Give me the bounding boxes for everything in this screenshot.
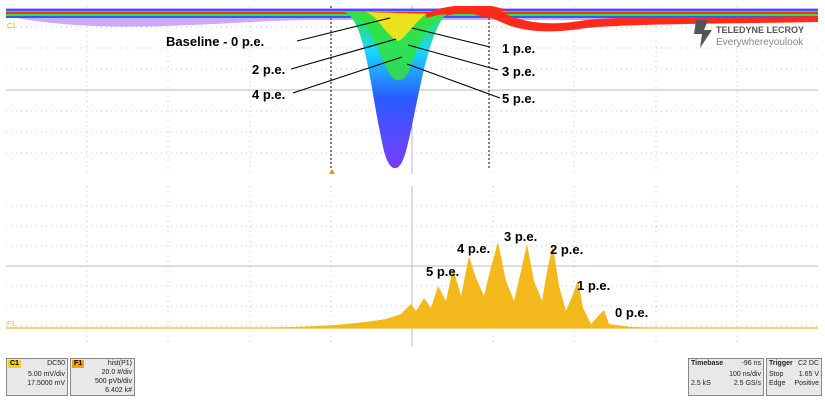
timebase-samples: 2.5 kS	[691, 380, 711, 387]
f1-vdiv: 500 pVb/div	[95, 378, 132, 385]
trigger-title: Trigger	[769, 360, 793, 367]
histogram-display[interactable]: F1 0 p.e. 1 p.e. 2 p.e. 3 p.e. 4 p.e. 5 …	[6, 186, 818, 346]
function-f1-descriptor[interactable]: F1 hist(P1) 20.0 #/div 500 pVb/div 6.402…	[70, 358, 135, 396]
f1-source: hist(P1)	[107, 360, 132, 367]
trigger-mode: Stop	[769, 371, 784, 378]
histogram-fill	[236, 242, 666, 328]
baseline-band-red	[6, 12, 818, 14]
hist-label-3pe: 3 p.e.	[504, 229, 537, 244]
teledyne-logo: TELEDYNE LECROY Everywhereyoulook	[694, 20, 804, 48]
trigger-type: Edge	[769, 380, 786, 387]
f1-tag: F1	[72, 360, 85, 368]
c1-coupling: DC50	[47, 360, 65, 367]
timebase-rate: 2.5 GS/s	[733, 380, 761, 387]
pulse-envelope	[344, 12, 446, 169]
logo-icon	[694, 20, 712, 48]
channel-c1-descriptor[interactable]: C1 DC50 5.00 mV/div 17.5000 mV	[6, 358, 68, 396]
c1-tag: C1	[8, 360, 21, 368]
timebase-delay: -96 ns	[741, 360, 761, 367]
pulse-core-green	[351, 12, 444, 81]
hist-label-5pe: 5 p.e.	[426, 264, 459, 279]
c1-vdiv: 5.00 mV/div	[28, 371, 65, 378]
waveform-display[interactable]: C1 Baseline - 0 p.e. 1 p.e. 2 p.e. 3 p.e…	[6, 6, 818, 174]
annotation-2pe: 2 p.e.	[252, 62, 285, 77]
c1-offset: 17.5000 mV	[27, 380, 65, 387]
c1-marker: C1	[7, 23, 16, 30]
timebase-tdiv: 100 ns/div	[729, 371, 761, 378]
annotation-5pe: 5 p.e.	[502, 91, 535, 106]
logo-tagline: Everywhereyoulook	[716, 37, 804, 48]
trigger-descriptor[interactable]: Trigger C2 DC Stop 1.65 V Edge Positive	[766, 358, 822, 396]
overshoot-peak	[446, 6, 506, 18]
hist-label-0pe: 0 p.e.	[615, 305, 648, 320]
annotation-1pe: 1 p.e.	[502, 41, 535, 56]
f1-marker: F1	[7, 321, 15, 328]
f1-hdiv: 20.0 #/div	[101, 369, 132, 376]
timebase-title: Timebase	[691, 360, 724, 367]
hist-label-1pe: 1 p.e.	[577, 278, 610, 293]
f1-count: 6.402 k#	[105, 387, 132, 394]
histogram-svg: F1 0 p.e. 1 p.e. 2 p.e. 3 p.e. 4 p.e. 5 …	[6, 186, 818, 346]
hist-label-4pe: 4 p.e.	[457, 241, 490, 256]
pulse-core-yellow	[366, 12, 426, 41]
hist-label-2pe: 2 p.e.	[550, 242, 583, 257]
timebase-descriptor[interactable]: Timebase -96 ns 100 ns/div 2.5 kS 2.5 GS…	[688, 358, 764, 396]
annotation-4pe: 4 p.e.	[252, 87, 285, 102]
trigger-channel: C2 DC	[797, 360, 819, 367]
trigger-marker[interactable]	[329, 169, 335, 174]
annotation-baseline: Baseline - 0 p.e.	[166, 34, 264, 49]
overshoot-red	[426, 6, 818, 32]
trigger-level: 1.65 V	[798, 371, 819, 378]
annotation-3pe: 3 p.e.	[502, 64, 535, 79]
waveform-svg: C1 Baseline - 0 p.e. 1 p.e. 2 p.e. 3 p.e…	[6, 6, 818, 174]
logo-brand: TELEDYNE LECROY	[716, 25, 804, 35]
trigger-slope: Positive	[794, 380, 819, 387]
status-bar: C1 DC50 5.00 mV/div 17.5000 mV F1 hist(P…	[0, 356, 825, 400]
annotation-arrows	[290, 17, 501, 99]
